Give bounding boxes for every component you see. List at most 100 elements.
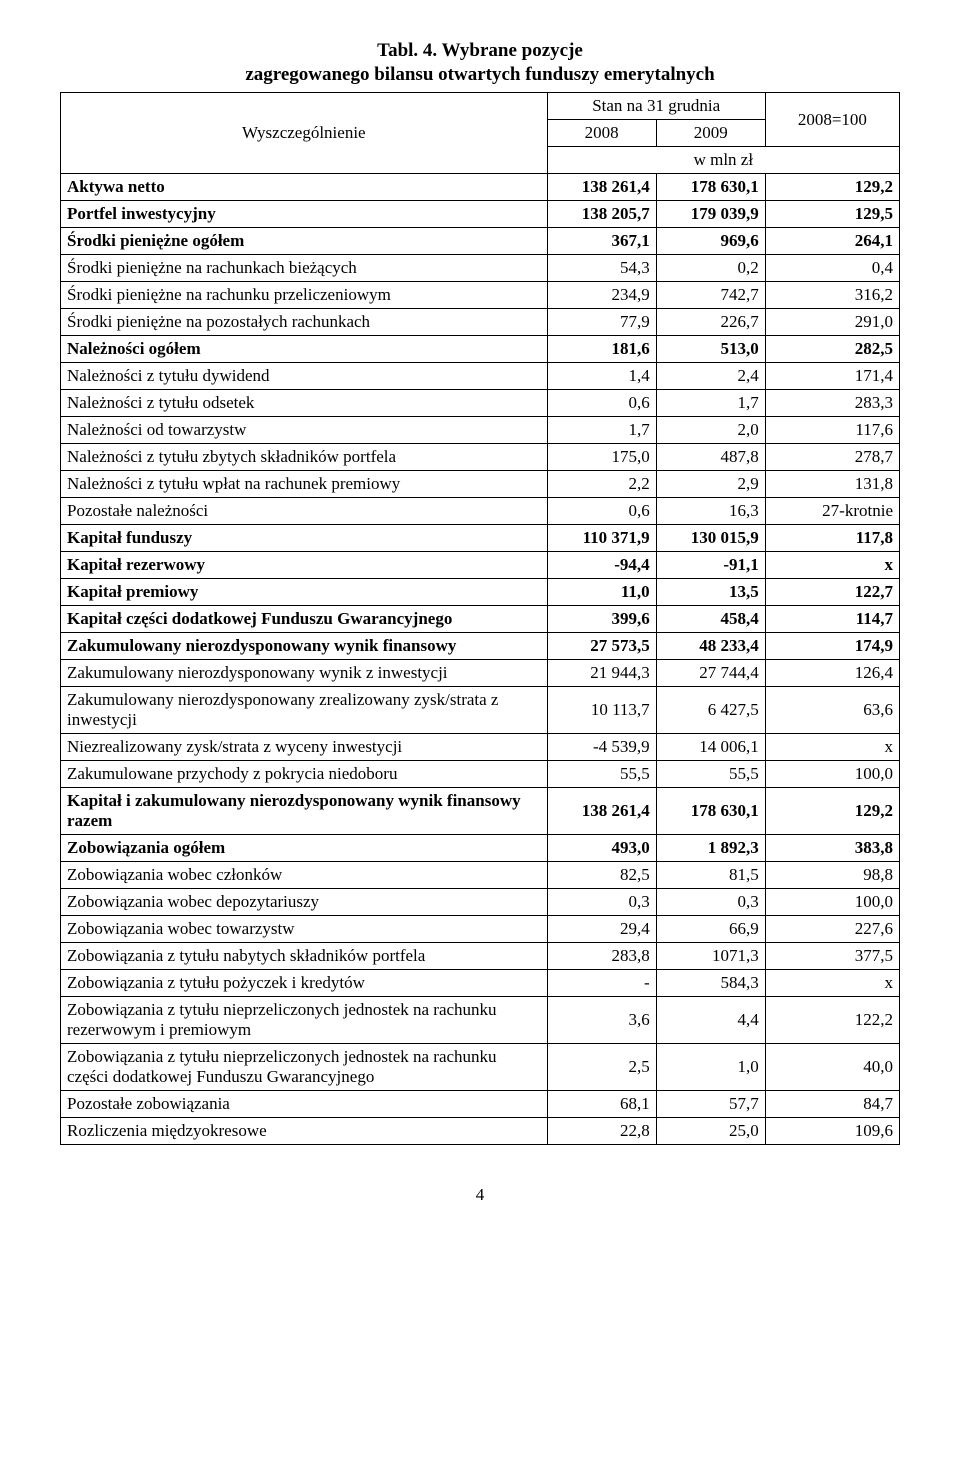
row-label: Aktywa netto xyxy=(61,174,548,201)
table-row: Kapitał i zakumulowany nierozdysponowany… xyxy=(61,788,900,835)
row-value-2008: 2,5 xyxy=(547,1044,656,1091)
row-value-index: 126,4 xyxy=(765,660,899,687)
row-value-2009: 16,3 xyxy=(656,498,765,525)
header-index: 2008=100 xyxy=(765,93,899,147)
row-value-2009: 969,6 xyxy=(656,228,765,255)
table-row: Niezrealizowany zysk/strata z wyceny inw… xyxy=(61,734,900,761)
row-label: Należności z tytułu zbytych składników p… xyxy=(61,444,548,471)
row-value-2009: 584,3 xyxy=(656,970,765,997)
row-value-2008: 283,8 xyxy=(547,943,656,970)
row-label: Kapitał i zakumulowany nierozdysponowany… xyxy=(61,788,548,835)
row-label: Kapitał części dodatkowej Funduszu Gwara… xyxy=(61,606,548,633)
table-row: Zakumulowane przychody z pokrycia niedob… xyxy=(61,761,900,788)
row-value-index: 84,7 xyxy=(765,1091,899,1118)
row-label: Rozliczenia międzyokresowe xyxy=(61,1118,548,1145)
table-row: Zobowiązania wobec depozytariuszy0,30,31… xyxy=(61,889,900,916)
row-label: Zobowiązania z tytułu nieprzeliczonych j… xyxy=(61,997,548,1044)
table-row: Rozliczenia międzyokresowe22,825,0109,6 xyxy=(61,1118,900,1145)
row-label: Środki pieniężne na pozostałych rachunka… xyxy=(61,309,548,336)
row-value-index: 0,4 xyxy=(765,255,899,282)
row-value-index: x xyxy=(765,970,899,997)
table-row: Kapitał funduszy110 371,9130 015,9117,8 xyxy=(61,525,900,552)
row-value-2008: 29,4 xyxy=(547,916,656,943)
row-value-index: 63,6 xyxy=(765,687,899,734)
row-value-2009: 178 630,1 xyxy=(656,174,765,201)
row-value-index: x xyxy=(765,734,899,761)
row-value-2009: 2,9 xyxy=(656,471,765,498)
row-value-2009: 458,4 xyxy=(656,606,765,633)
row-label: Należności z tytułu odsetek xyxy=(61,390,548,417)
row-label: Należności od towarzystw xyxy=(61,417,548,444)
table-row: Kapitał części dodatkowej Funduszu Gwara… xyxy=(61,606,900,633)
row-value-index: 291,0 xyxy=(765,309,899,336)
data-table: Wyszczególnienie Stan na 31 grudnia 2008… xyxy=(60,92,900,1145)
header-stan: Stan na 31 grudnia xyxy=(547,93,765,120)
table-row: Portfel inwestycyjny138 205,7179 039,912… xyxy=(61,201,900,228)
row-value-2009: 25,0 xyxy=(656,1118,765,1145)
table-row: Zobowiązania z tytułu nieprzeliczonych j… xyxy=(61,997,900,1044)
table-row: Pozostałe zobowiązania68,157,784,7 xyxy=(61,1091,900,1118)
row-value-index: 114,7 xyxy=(765,606,899,633)
row-value-2008: 27 573,5 xyxy=(547,633,656,660)
row-value-2009: 487,8 xyxy=(656,444,765,471)
row-value-2008: 0,6 xyxy=(547,498,656,525)
header-wyszczegolnienie: Wyszczególnienie xyxy=(61,93,548,174)
row-value-2008: 138 261,4 xyxy=(547,788,656,835)
row-value-2009: 513,0 xyxy=(656,336,765,363)
row-value-index: 129,5 xyxy=(765,201,899,228)
row-value-index: 227,6 xyxy=(765,916,899,943)
row-value-2008: 11,0 xyxy=(547,579,656,606)
row-value-2009: 742,7 xyxy=(656,282,765,309)
table-row: Środki pieniężne na pozostałych rachunka… xyxy=(61,309,900,336)
row-value-index: 283,3 xyxy=(765,390,899,417)
row-value-index: 278,7 xyxy=(765,444,899,471)
row-value-2008: 54,3 xyxy=(547,255,656,282)
row-value-2008: 3,6 xyxy=(547,997,656,1044)
table-row: Zobowiązania z tytułu nabytych składnikó… xyxy=(61,943,900,970)
row-label: Zakumulowany nierozdysponowany wynik z i… xyxy=(61,660,548,687)
row-value-index: 282,5 xyxy=(765,336,899,363)
table-row: Środki pieniężne ogółem367,1969,6264,1 xyxy=(61,228,900,255)
row-value-2009: 6 427,5 xyxy=(656,687,765,734)
row-value-index: 129,2 xyxy=(765,788,899,835)
row-value-2008: 138 205,7 xyxy=(547,201,656,228)
row-label: Zobowiązania z tytułu nabytych składnikó… xyxy=(61,943,548,970)
row-value-2009: 226,7 xyxy=(656,309,765,336)
header-unit: w mln zł xyxy=(547,147,899,174)
row-value-2008: 1,7 xyxy=(547,417,656,444)
row-label: Należności ogółem xyxy=(61,336,548,363)
row-value-index: 98,8 xyxy=(765,862,899,889)
row-label: Należności z tytułu dywidend xyxy=(61,363,548,390)
row-value-2009: 4,4 xyxy=(656,997,765,1044)
table-row: Zobowiązania z tytułu pożyczek i kredytó… xyxy=(61,970,900,997)
table-row: Pozostałe należności0,616,327-krotnie xyxy=(61,498,900,525)
row-value-2008: - xyxy=(547,970,656,997)
row-label: Kapitał funduszy xyxy=(61,525,548,552)
row-label: Zobowiązania ogółem xyxy=(61,835,548,862)
table-row: Zobowiązania wobec towarzystw29,466,9227… xyxy=(61,916,900,943)
row-value-2009: 0,2 xyxy=(656,255,765,282)
table-row: Środki pieniężne na rachunkach bieżących… xyxy=(61,255,900,282)
row-value-2008: 367,1 xyxy=(547,228,656,255)
row-value-2009: 1 892,3 xyxy=(656,835,765,862)
row-value-2008: 2,2 xyxy=(547,471,656,498)
table-row: Kapitał rezerwowy-94,4-91,1x xyxy=(61,552,900,579)
row-value-index: 122,2 xyxy=(765,997,899,1044)
row-value-2009: 2,0 xyxy=(656,417,765,444)
row-value-2009: 178 630,1 xyxy=(656,788,765,835)
row-value-index: 264,1 xyxy=(765,228,899,255)
table-row: Zobowiązania ogółem493,01 892,3383,8 xyxy=(61,835,900,862)
row-value-2008: 21 944,3 xyxy=(547,660,656,687)
row-label: Zobowiązania wobec depozytariuszy xyxy=(61,889,548,916)
row-value-2009: 81,5 xyxy=(656,862,765,889)
row-value-2009: 2,4 xyxy=(656,363,765,390)
row-value-2009: 1,0 xyxy=(656,1044,765,1091)
table-row: Kapitał premiowy11,013,5122,7 xyxy=(61,579,900,606)
table-row: Należności od towarzystw1,72,0117,6 xyxy=(61,417,900,444)
table-row: Należności z tytułu wpłat na rachunek pr… xyxy=(61,471,900,498)
table-row: Aktywa netto138 261,4178 630,1129,2 xyxy=(61,174,900,201)
row-value-2008: 399,6 xyxy=(547,606,656,633)
row-value-2008: 110 371,9 xyxy=(547,525,656,552)
table-row: Należności z tytułu odsetek0,61,7283,3 xyxy=(61,390,900,417)
table-number-title: Tabl. 4. Wybrane pozycje xyxy=(60,40,900,62)
